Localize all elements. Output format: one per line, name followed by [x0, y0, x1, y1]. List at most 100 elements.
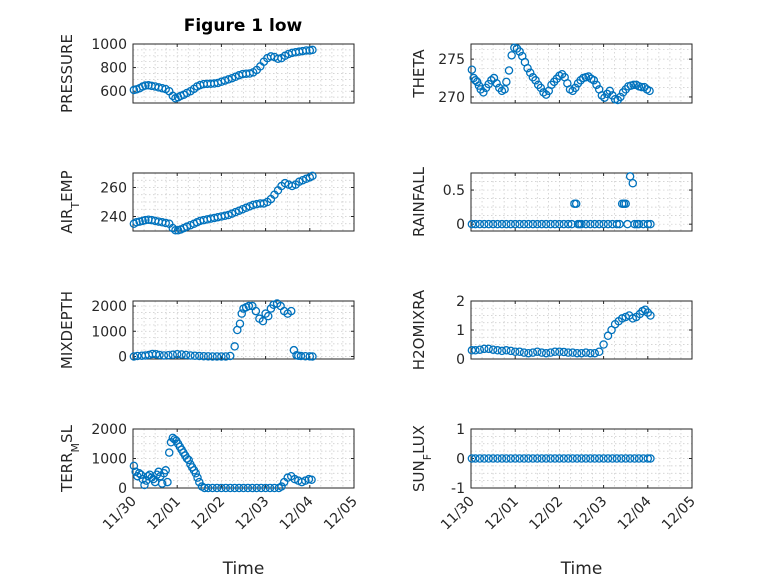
- data-point: [234, 483, 244, 493]
- data-point: [155, 350, 164, 360]
- data-point: [525, 68, 535, 77]
- x-tick-label: 12/04: [615, 493, 655, 533]
- data-point: [555, 347, 564, 356]
- data-point: [645, 86, 654, 96]
- data-point: [621, 199, 630, 208]
- data-point: [493, 219, 502, 229]
- y-tick-label: 1: [456, 323, 465, 339]
- data-point: [546, 219, 555, 229]
- data-point: [264, 311, 273, 321]
- data-point: [524, 348, 533, 358]
- data-point: [497, 346, 507, 356]
- data-point: [492, 79, 501, 88]
- data-point: [572, 454, 582, 463]
- data-point: [599, 454, 608, 463]
- data-point: [199, 351, 208, 361]
- data-point: [515, 454, 524, 463]
- data-point: [533, 454, 542, 463]
- data-point: [475, 345, 485, 354]
- data-point: [224, 75, 233, 84]
- data-point: [571, 83, 580, 93]
- data-point: [502, 346, 511, 355]
- data-point: [186, 351, 195, 360]
- data-point: [129, 352, 139, 361]
- x-tick-label: 11/30: [438, 494, 478, 534]
- data-point: [630, 219, 639, 229]
- data-point: [590, 348, 600, 358]
- data-point: [616, 92, 625, 102]
- data-point: [171, 226, 180, 235]
- data-point: [157, 479, 167, 488]
- y-axis-label: H2OMIXRA: [410, 289, 428, 370]
- y-tick-label: 275: [438, 52, 465, 68]
- data-point: [239, 483, 248, 493]
- y-tick-label: 1000: [91, 37, 127, 53]
- data-point: [625, 454, 635, 463]
- data-point: [265, 483, 275, 493]
- y-tick-label: -1: [451, 481, 465, 497]
- data-point: [628, 178, 638, 188]
- x-axis-label: Time: [560, 559, 603, 579]
- data-point: [471, 454, 480, 463]
- axes-box: [132, 300, 355, 360]
- data-point: [475, 219, 485, 229]
- data-point: [533, 219, 542, 229]
- data-point: [629, 80, 638, 90]
- data-point: [524, 219, 533, 229]
- data-point: [244, 301, 254, 311]
- data-point: [261, 309, 270, 318]
- data-point: [533, 347, 542, 356]
- data-point: [531, 76, 540, 85]
- data-point: [286, 306, 296, 316]
- data-point: [605, 86, 615, 96]
- data-point: [612, 454, 622, 463]
- data-point: [550, 219, 560, 229]
- data-point: [484, 344, 493, 354]
- data-point: [617, 454, 626, 463]
- data-point: [592, 80, 601, 90]
- data-point: [637, 82, 646, 92]
- data-point: [493, 346, 502, 355]
- data-point: [230, 483, 239, 493]
- data-point: [305, 352, 315, 361]
- data-point: [581, 348, 591, 357]
- y-tick-label: 1: [456, 422, 465, 438]
- data-point: [484, 219, 493, 229]
- data-point: [510, 454, 520, 463]
- data-point: [510, 219, 520, 229]
- y-axis-label: AIRTEMP: [58, 170, 82, 233]
- data-point: [519, 219, 529, 229]
- data-point: [507, 51, 516, 60]
- data-point: [161, 218, 170, 228]
- data-point: [559, 219, 569, 229]
- data-point: [541, 454, 551, 463]
- data-point: [195, 477, 204, 487]
- data-point: [251, 306, 261, 316]
- subplot-sun-flux: -1 0 1 11/30 12/01 12/02 12/03 12/04 12/05 Time SU…: [410, 422, 699, 579]
- data-point: [563, 219, 573, 229]
- data-point: [191, 468, 201, 478]
- data-point: [230, 342, 239, 351]
- data-point: [586, 454, 595, 463]
- data-point: [212, 483, 222, 493]
- data-point: [621, 454, 630, 463]
- data-point: [577, 454, 586, 463]
- data-point: [515, 347, 524, 356]
- y-tick-label: 2000: [91, 422, 127, 438]
- data-point: [555, 219, 564, 229]
- data-point: [200, 483, 209, 493]
- data-point: [307, 475, 316, 484]
- x-axis-label: Time: [222, 559, 265, 579]
- data-point: [475, 454, 485, 463]
- data-point: [506, 454, 516, 463]
- data-point: [184, 455, 193, 465]
- data-point: [537, 219, 546, 229]
- data-point: [497, 454, 507, 463]
- data-point: [488, 345, 498, 354]
- data-point: [568, 348, 577, 357]
- data-point: [603, 219, 613, 229]
- data-point: [471, 219, 480, 229]
- axes-box: [132, 43, 355, 104]
- data-point: [519, 348, 529, 357]
